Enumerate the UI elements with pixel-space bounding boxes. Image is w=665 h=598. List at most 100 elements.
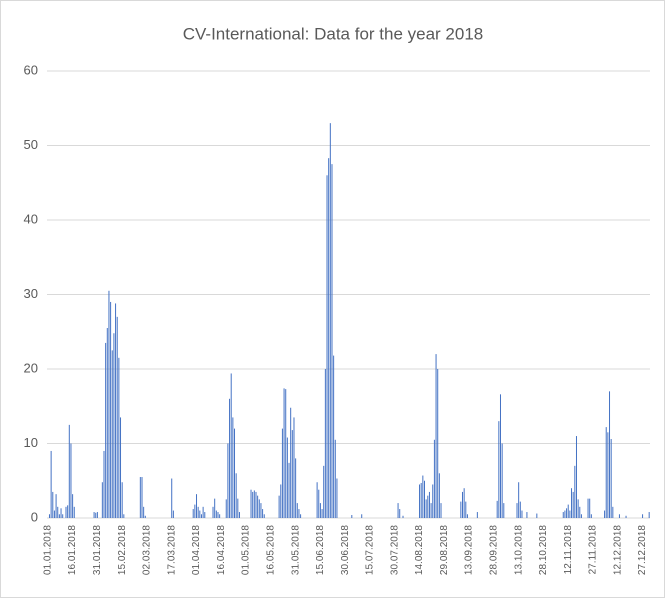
y-tick-label: 0: [31, 509, 38, 524]
bar: [285, 389, 287, 518]
bar: [295, 458, 297, 518]
bar: [419, 484, 421, 518]
bar: [331, 164, 333, 518]
x-tick-label: 01.04.2018: [191, 525, 202, 575]
bar: [257, 495, 259, 518]
bar: [579, 506, 581, 518]
bar: [278, 495, 280, 518]
bar: [293, 417, 295, 518]
y-tick-label: 20: [24, 360, 38, 375]
y-tick-label: 30: [24, 286, 38, 301]
bar: [329, 123, 331, 519]
bar: [144, 515, 146, 518]
bar: [590, 514, 592, 518]
bar: [252, 491, 254, 518]
bar: [564, 510, 566, 518]
x-tick-label: 12.12.2018: [612, 525, 623, 575]
bar: [422, 475, 424, 518]
bar: [196, 494, 198, 518]
bar: [334, 439, 336, 518]
bar: [227, 443, 229, 518]
bar: [609, 391, 611, 518]
bar: [238, 512, 240, 518]
bar: [519, 501, 521, 518]
bar: [625, 515, 627, 518]
bar: [115, 303, 117, 518]
bar: [440, 503, 442, 518]
bar: [235, 473, 237, 518]
bar: [197, 506, 199, 518]
bar: [397, 503, 399, 518]
bar: [501, 443, 503, 518]
bar: [262, 509, 264, 518]
bar: [200, 514, 202, 518]
bar: [324, 369, 326, 518]
bar: [93, 512, 95, 518]
bar: [253, 490, 255, 518]
bar: [589, 498, 591, 518]
bar: [258, 499, 260, 518]
bar: [336, 478, 338, 518]
bar: [101, 482, 103, 518]
bar: [212, 506, 214, 518]
x-tick-label: 16.05.2018: [265, 525, 276, 575]
bar: [260, 503, 262, 518]
x-tick-label: 16.01.2018: [67, 525, 78, 575]
x-tick-label: 27.12.2018: [637, 525, 648, 575]
bar: [463, 488, 465, 518]
bar: [425, 499, 427, 518]
x-tick-label: 30.06.2018: [340, 525, 351, 575]
bar: [465, 501, 467, 518]
bar: [476, 512, 478, 518]
bar: [498, 421, 500, 518]
bar: [171, 478, 173, 518]
bar: [121, 482, 123, 518]
bar: [73, 506, 75, 518]
bar: [219, 514, 221, 518]
bar: [423, 480, 425, 518]
bar: [642, 514, 644, 518]
x-tick-label: 01.05.2018: [241, 525, 252, 575]
bar: [280, 484, 282, 518]
y-tick-label: 10: [24, 435, 38, 450]
bar: [65, 506, 67, 518]
bar: [123, 514, 125, 518]
x-tick-label: 15.02.2018: [117, 525, 128, 575]
bar: [571, 488, 573, 518]
bar: [118, 357, 120, 518]
bar: [318, 489, 320, 518]
bar: [286, 437, 288, 518]
x-tick-label: 01.01.2018: [42, 525, 53, 575]
bar: [466, 514, 468, 518]
bar: [199, 510, 201, 518]
bar: [562, 512, 564, 518]
bar: [438, 473, 440, 518]
bar: [70, 443, 72, 518]
bar: [296, 503, 298, 518]
x-tick-label: 29.08.2018: [439, 525, 450, 575]
y-tick-label: 50: [24, 137, 38, 152]
bar: [323, 465, 325, 518]
x-tick-label: 14.08.2018: [414, 525, 425, 575]
bar: [202, 506, 204, 518]
bar: [321, 509, 323, 518]
bar: [60, 508, 62, 518]
bar: [503, 503, 505, 518]
bar: [316, 482, 318, 518]
bar: [577, 499, 579, 518]
x-tick-label: 28.09.2018: [489, 525, 500, 575]
bar: [430, 503, 432, 518]
bar: [68, 424, 70, 518]
bar: [255, 491, 257, 518]
bar: [48, 514, 50, 518]
bar: [139, 477, 141, 518]
bar: [214, 498, 216, 518]
bar: [433, 439, 435, 518]
bar: [612, 506, 614, 518]
bar: [333, 355, 335, 518]
bar: [141, 477, 143, 518]
x-tick-label: 15.07.2018: [365, 525, 376, 575]
bar: [319, 503, 321, 518]
